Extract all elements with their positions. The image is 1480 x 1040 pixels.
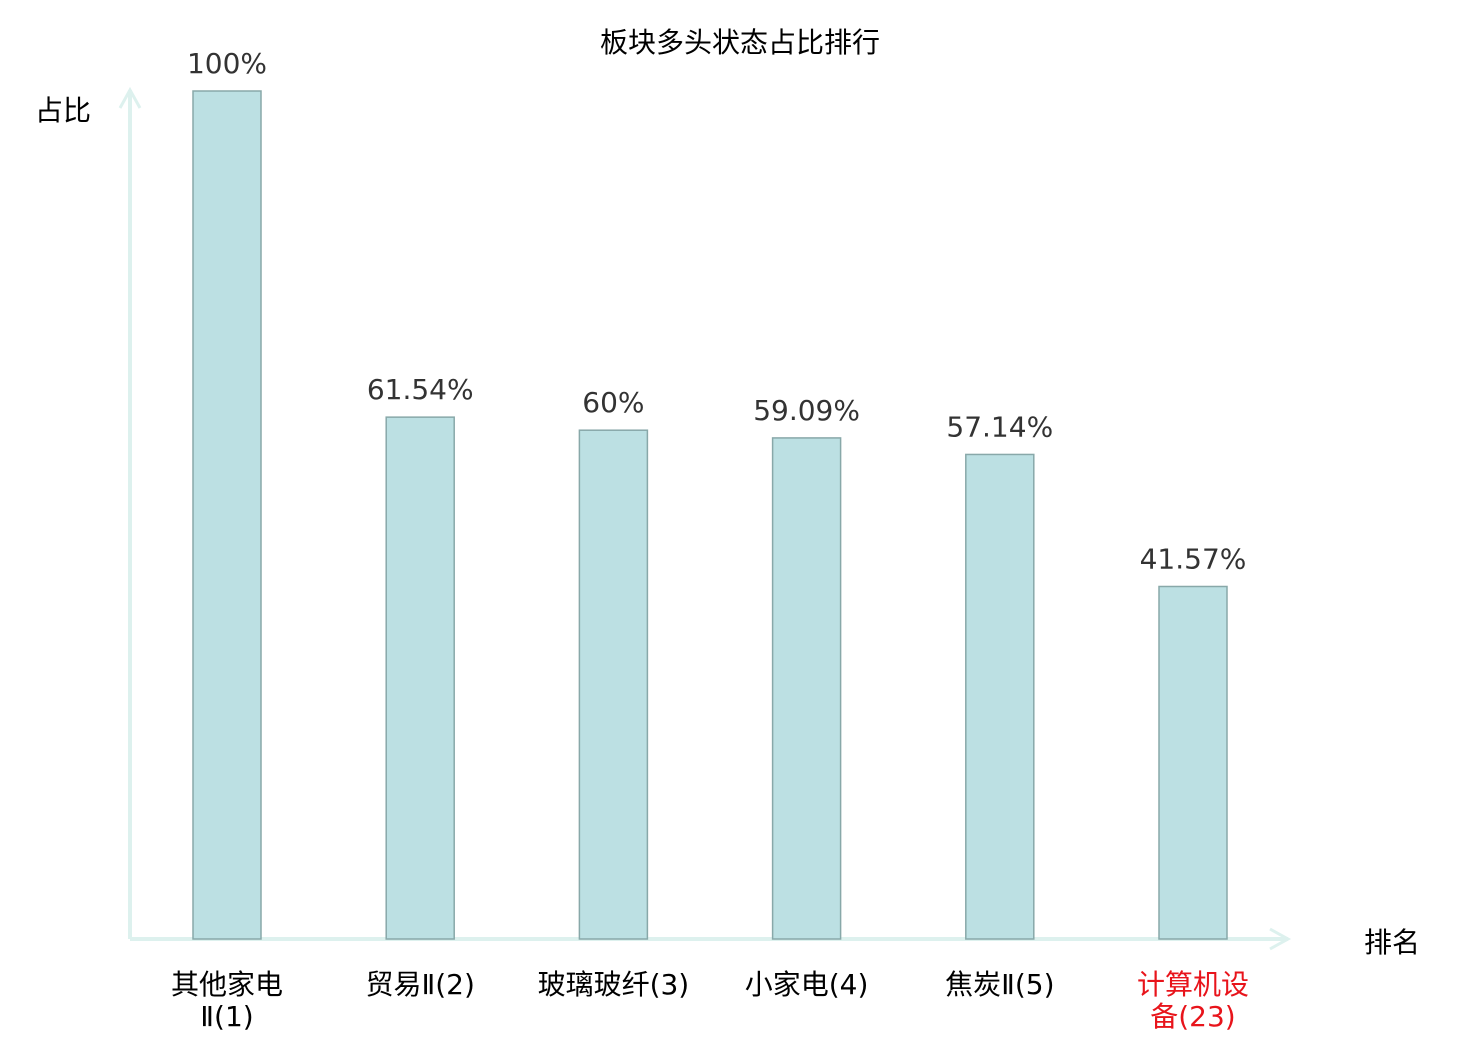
x-tick-label: 焦炭Ⅱ(5) bbox=[945, 968, 1054, 1001]
bar bbox=[578, 429, 649, 940]
x-tick-label: 其他家电 bbox=[171, 968, 283, 1001]
y-axis-label: 占比 bbox=[35, 94, 91, 127]
x-tick-label: 计算机设 bbox=[1137, 968, 1249, 1001]
bar bbox=[965, 453, 1035, 940]
chart-title: 板块多头状态占比排行 bbox=[600, 26, 880, 59]
bar bbox=[192, 90, 262, 940]
x-tick-label: 小家电(4) bbox=[745, 968, 869, 1001]
x-axis-arrow-icon bbox=[1269, 927, 1292, 951]
bar bbox=[771, 437, 842, 940]
bar bbox=[385, 416, 455, 940]
x-tick-label: 贸易Ⅱ(2) bbox=[365, 968, 474, 1001]
x-tick-label: 备(23) bbox=[1150, 1000, 1235, 1033]
x-axis-label: 排名 bbox=[1364, 926, 1420, 959]
data-label: 61.54% bbox=[367, 373, 474, 406]
bar bbox=[1158, 585, 1228, 940]
y-axis-arrow-icon bbox=[118, 86, 142, 109]
data-label: 59.09% bbox=[753, 394, 860, 427]
data-label: 100% bbox=[187, 47, 267, 80]
x-tick-label: 玻璃玻纤(3) bbox=[538, 968, 690, 1001]
data-label: 57.14% bbox=[946, 410, 1053, 443]
data-label: 60% bbox=[582, 386, 644, 419]
data-label: 41.57% bbox=[1140, 542, 1247, 575]
x-tick-label: Ⅱ(1) bbox=[200, 1000, 253, 1033]
